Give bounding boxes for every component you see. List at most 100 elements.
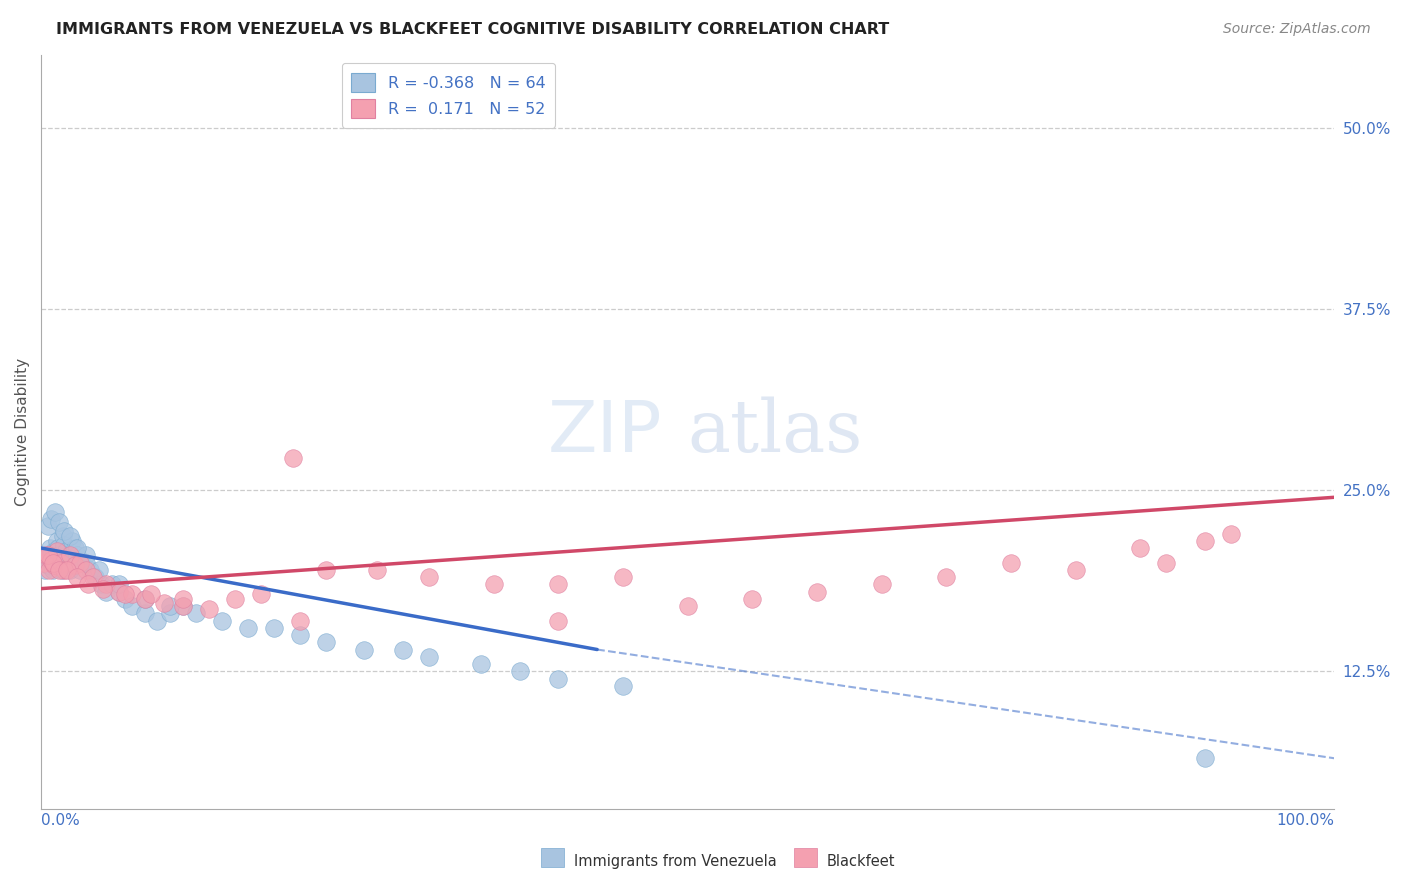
Point [58,549,80,563]
Point [172,599,194,613]
Point [56,563,79,577]
Point [392,642,415,657]
Point [35,549,58,563]
Point [38,552,60,566]
Point [53,563,76,577]
Point [1194,533,1216,548]
Point [114,587,136,601]
Point [89,563,111,577]
Text: Blackfeet: Blackfeet [827,855,896,869]
Point [1129,541,1152,555]
Point [134,591,156,606]
Point [42,558,65,573]
Point [42,544,65,558]
Point [82,570,104,584]
Point [107,584,129,599]
Point [186,607,208,621]
Point [76,577,98,591]
Point [37,549,59,563]
Point [159,599,181,613]
Point [75,549,97,563]
Point [153,596,176,610]
Point [52,529,75,543]
Point [48,515,70,529]
Point [35,549,58,563]
Text: IMMIGRANTS FROM VENEZUELA VS BLACKFEET COGNITIVE DISABILITY CORRELATION CHART: IMMIGRANTS FROM VENEZUELA VS BLACKFEET C… [56,22,890,37]
Text: atlas: atlas [688,397,863,467]
Point [547,577,569,591]
Point [49,556,72,570]
Point [470,657,492,671]
Point [1154,556,1177,570]
Point [121,599,143,613]
Point [224,591,246,606]
Point [48,563,70,577]
Point [66,541,89,555]
Point [211,614,233,628]
Point [72,556,94,570]
Point [58,529,80,543]
Point [1000,556,1022,570]
Point [806,584,828,599]
Point [32,556,55,570]
Point [41,549,63,563]
Point [172,599,194,613]
Point [315,635,337,649]
Point [288,628,311,642]
Point [114,591,136,606]
Point [146,614,169,628]
Point [84,570,107,584]
Point [45,533,67,548]
Point [198,602,221,616]
Point [159,607,181,621]
Point [46,541,69,555]
Point [37,519,59,533]
Point [547,614,569,628]
Point [101,577,124,591]
Point [63,558,86,573]
Point [90,577,112,591]
Point [42,556,65,570]
Point [37,558,59,573]
Point [94,584,117,599]
Point [63,541,86,555]
Point [283,451,305,466]
Point [79,563,101,577]
Point [612,570,634,584]
Point [288,614,311,628]
Point [139,587,162,601]
Point [509,665,531,679]
Point [58,563,80,577]
Point [34,563,56,577]
Point [612,679,634,693]
Point [547,672,569,686]
Point [418,570,440,584]
Point [56,556,79,570]
Point [69,556,91,570]
Y-axis label: Cognitive Disability: Cognitive Disability [15,358,30,506]
Point [66,549,89,563]
Point [48,549,70,563]
Point [49,556,72,570]
Point [134,607,156,621]
Point [353,642,375,657]
Point [1064,563,1087,577]
Point [32,556,55,570]
Point [38,563,60,577]
Point [94,577,117,591]
Point [1219,526,1241,541]
Point [418,649,440,664]
Point [75,563,97,577]
Point [53,524,76,538]
Point [107,584,129,599]
Point [39,541,62,555]
Text: 0.0%: 0.0% [41,814,80,829]
Legend: R = -0.368   N = 64, R =  0.171   N = 52: R = -0.368 N = 64, R = 0.171 N = 52 [342,63,555,128]
Point [315,563,337,577]
Text: Immigrants from Venezuela: Immigrants from Venezuela [574,855,776,869]
Point [482,577,505,591]
Point [44,505,66,519]
Point [366,563,388,577]
Point [60,533,83,548]
Point [66,570,89,584]
